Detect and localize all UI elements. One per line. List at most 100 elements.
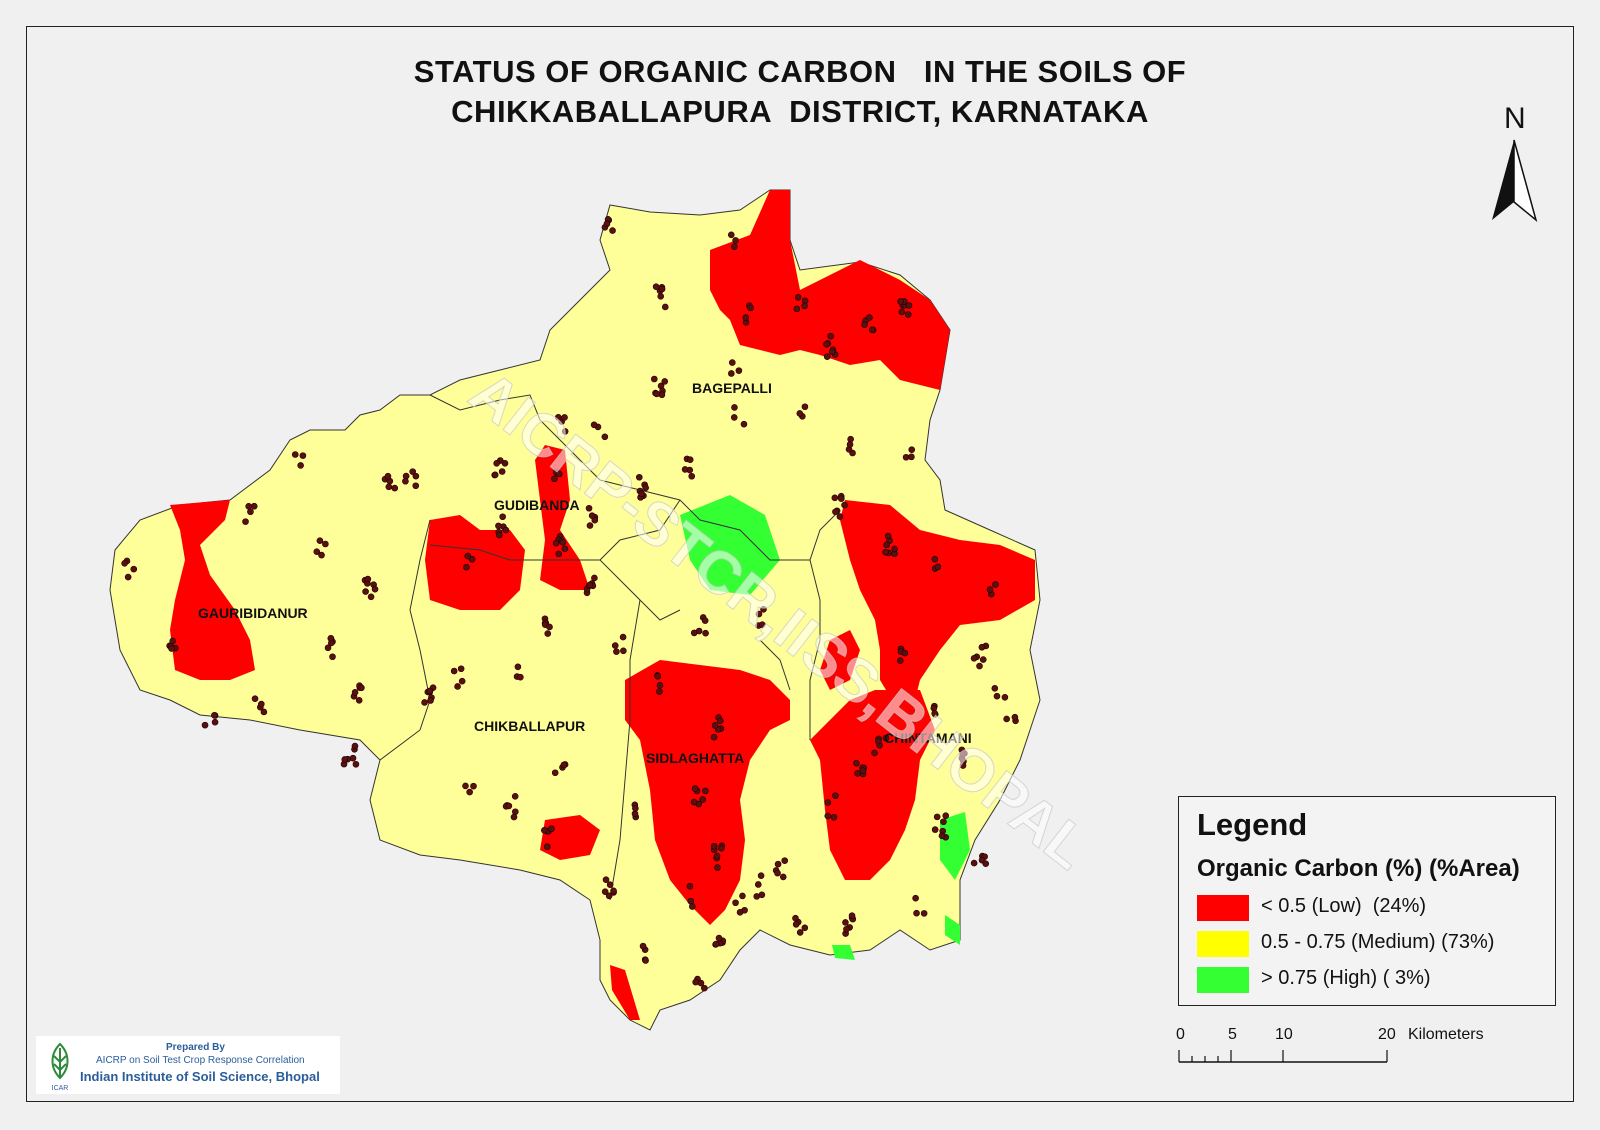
- sample-point: [792, 921, 800, 928]
- sample-point: [959, 751, 966, 758]
- sample-point: [561, 545, 569, 553]
- sample-point: [371, 585, 379, 593]
- sample-point: [774, 869, 781, 877]
- sample-point: [555, 550, 563, 558]
- sample-point: [686, 882, 694, 890]
- sample-point: [991, 685, 999, 692]
- sample-point: [691, 785, 699, 792]
- sample-point: [590, 421, 598, 429]
- sample-point: [735, 367, 743, 374]
- sample-point: [245, 503, 252, 510]
- sample-point: [620, 647, 627, 655]
- sample-point: [454, 683, 461, 690]
- sample-point: [779, 873, 787, 881]
- low-zone: [170, 500, 255, 680]
- sample-point: [792, 914, 799, 922]
- sample-point: [823, 353, 831, 360]
- sample-point: [551, 769, 559, 777]
- sample-point: [1011, 713, 1019, 721]
- taluk-boundary: [679, 499, 841, 561]
- sample-point: [992, 581, 999, 588]
- sample-point: [385, 483, 393, 491]
- high-zone: [832, 945, 855, 960]
- credits-prepared-by: Prepared By: [166, 1042, 225, 1053]
- sample-point: [875, 737, 882, 745]
- taluk-boundary: [759, 639, 791, 691]
- sample-point: [358, 684, 365, 692]
- low-zone: [810, 690, 935, 880]
- sample-point: [690, 798, 698, 806]
- sample-point: [351, 689, 359, 696]
- sample-point: [714, 864, 721, 871]
- high-zone: [945, 915, 960, 945]
- sample-point: [976, 662, 983, 670]
- sample-point: [364, 575, 372, 583]
- sample-point: [824, 799, 832, 806]
- sample-point: [913, 909, 920, 917]
- sample-point: [544, 630, 552, 637]
- sample-point: [740, 420, 748, 428]
- low-zone: [610, 965, 640, 1020]
- sample-point: [793, 305, 801, 313]
- sample-point: [169, 637, 177, 645]
- taluk-boundary: [599, 499, 681, 561]
- sample-point: [838, 495, 845, 502]
- sample-point: [555, 470, 563, 478]
- sample-point: [130, 565, 138, 573]
- sample-point: [882, 734, 890, 742]
- sample-point: [901, 649, 909, 657]
- low-zone: [820, 630, 860, 690]
- map-title-line1: STATUS OF ORGANIC CARBON IN THE SOILS OF: [413, 54, 1187, 89]
- sample-point: [993, 692, 1001, 700]
- sample-point: [871, 749, 878, 757]
- legend-label-high: > 0.75 (High) ( 3%): [1261, 967, 1431, 989]
- sample-point: [602, 876, 610, 883]
- sample-point: [313, 548, 321, 556]
- sample-point: [250, 502, 258, 510]
- sample-point: [470, 782, 477, 790]
- sample-point: [882, 548, 889, 556]
- sample-point: [823, 340, 830, 348]
- scale-tick-10: 10: [1275, 1026, 1293, 1043]
- high-zone: [680, 495, 780, 595]
- legend-label-medium: 0.5 - 0.75 (Medium) (73%): [1261, 931, 1495, 953]
- high-zone: [940, 812, 970, 880]
- sample-point: [728, 370, 735, 377]
- credits-project: AICRP on Soil Test Crop Response Correla…: [96, 1055, 305, 1066]
- sample-point: [427, 697, 434, 704]
- sample-point: [731, 243, 738, 250]
- sample-point: [322, 540, 329, 548]
- sample-point: [861, 321, 868, 328]
- sample-point: [642, 957, 649, 964]
- north-arrow: N: [1484, 102, 1544, 222]
- credits-box: ICAR Prepared By AICRP on Soil Test Crop…: [36, 1036, 340, 1094]
- sample-point: [611, 642, 619, 649]
- sample-point: [426, 687, 434, 695]
- sample-point: [824, 812, 832, 820]
- sample-point: [412, 482, 420, 490]
- sample-point: [896, 657, 904, 665]
- sample-point: [796, 410, 804, 417]
- sample-point: [560, 761, 568, 769]
- sample-point: [866, 314, 873, 321]
- sample-point: [632, 805, 639, 812]
- sample-point: [702, 787, 709, 795]
- sample-point: [450, 667, 458, 675]
- legend-heading: Legend: [1197, 807, 1308, 842]
- sample-point: [586, 581, 594, 589]
- sample-point: [352, 760, 360, 768]
- sample-point: [491, 471, 499, 479]
- icar-logo-text: ICAR: [52, 1085, 69, 1092]
- sample-point: [653, 390, 661, 398]
- taluk-boundary: [409, 519, 431, 731]
- sample-point: [517, 673, 524, 681]
- taluk-boundary: [379, 729, 421, 761]
- sample-point: [796, 929, 804, 936]
- sample-point: [846, 441, 854, 448]
- sample-point: [462, 782, 469, 790]
- sample-point: [848, 912, 856, 919]
- sample-point: [247, 508, 254, 516]
- legend-swatch-medium: [1197, 931, 1249, 957]
- low-zone: [710, 190, 950, 390]
